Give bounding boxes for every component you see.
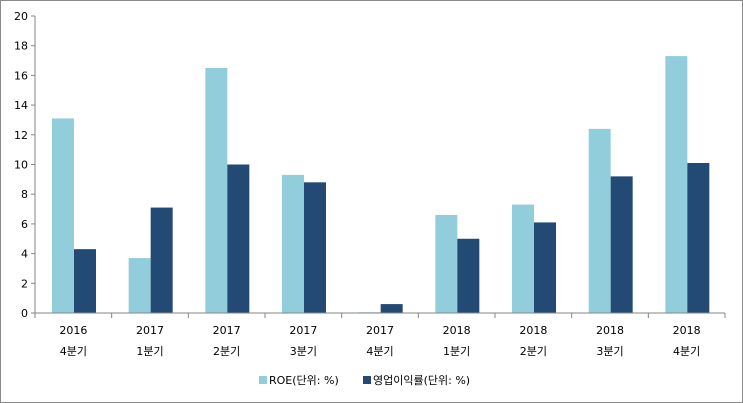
y-tick-label: 14: [14, 99, 28, 112]
y-tick-label: 0: [21, 307, 28, 320]
y-tick-label: 6: [21, 218, 28, 231]
bar-operating-margin: [304, 182, 326, 313]
y-tick-label: 2: [21, 277, 28, 290]
x-tick-label-year: 2018: [443, 324, 471, 337]
bar-roe: [205, 67, 228, 313]
bar-roe: [435, 214, 458, 313]
y-tick-label: 20: [14, 10, 28, 23]
x-tick-label-year: 2017: [366, 324, 394, 337]
bar-operating-margin: [150, 207, 173, 313]
bar-operating-margin: [687, 163, 710, 313]
x-tick-label-year: 2018: [673, 324, 701, 337]
y-tick-label: 12: [14, 129, 28, 142]
legend-swatch: [363, 376, 371, 384]
legend-label: ROE(단위: %): [269, 374, 339, 387]
x-tick-label-quarter: 1분기: [443, 345, 470, 358]
x-tick-label-year: 2017: [289, 324, 317, 337]
x-tick-label-year: 2017: [213, 324, 241, 337]
y-tick-label: 10: [14, 159, 28, 172]
bar-operating-margin: [534, 222, 556, 313]
bar-operating-margin: [457, 238, 480, 313]
x-tick-label-quarter: 3분기: [596, 345, 623, 358]
bar-roe: [665, 56, 688, 313]
bar-roe: [588, 128, 611, 313]
x-tick-label-quarter: 1분기: [136, 345, 163, 358]
y-tick-label: 4: [21, 248, 28, 261]
x-tick-label-quarter: 3분기: [290, 345, 317, 358]
x-tick-label-quarter: 4분기: [366, 345, 393, 358]
bar-operating-margin: [610, 176, 633, 313]
x-tick-label-year: 2017: [136, 324, 164, 337]
x-tick-label-year: 2018: [519, 324, 547, 337]
legend-swatch: [259, 376, 267, 384]
legend-label: 영업이익률(단위: %): [373, 374, 470, 387]
bar-roe: [52, 118, 74, 313]
x-tick-label-quarter: 2분기: [213, 345, 240, 358]
bar-operating-margin: [74, 249, 96, 313]
x-tick-label-year: 2016: [59, 324, 87, 337]
y-tick-label: 18: [14, 40, 28, 53]
x-tick-label-quarter: 4분기: [60, 345, 87, 358]
x-tick-label-quarter: 4분기: [673, 345, 700, 358]
x-tick-label-quarter: 2분기: [520, 345, 547, 358]
bar-operating-margin: [380, 304, 403, 313]
y-tick-label: 16: [14, 69, 28, 82]
x-tick-label-year: 2018: [596, 324, 624, 337]
bar-operating-margin: [227, 164, 250, 313]
bar-roe: [512, 204, 534, 313]
bar-roe: [128, 258, 151, 313]
bar-roe: [282, 174, 304, 313]
y-tick-label: 8: [21, 188, 28, 201]
